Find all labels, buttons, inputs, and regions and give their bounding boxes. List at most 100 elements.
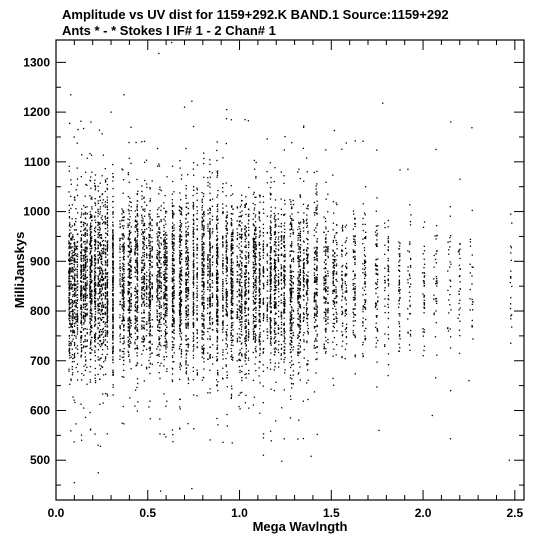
data-point: [216, 149, 218, 152]
data-point: [101, 273, 104, 275]
data-point: [148, 240, 150, 242]
data-point: [142, 293, 144, 296]
data-point: [173, 278, 175, 281]
data-point: [149, 347, 151, 349]
data-point: [83, 270, 85, 272]
data-point: [165, 277, 167, 279]
data-point: [187, 252, 189, 254]
data-point: [201, 352, 203, 354]
data-point: [180, 290, 182, 292]
data-point: [185, 268, 187, 270]
data-point: [142, 224, 144, 227]
data-point: [75, 366, 77, 369]
data-point: [143, 197, 145, 199]
data-point: [68, 294, 71, 296]
data-point: [141, 320, 143, 322]
data-point: [164, 311, 167, 314]
data-point: [73, 283, 75, 285]
data-point: [179, 167, 181, 169]
data-point: [187, 267, 189, 270]
data-point: [225, 309, 227, 311]
data-point: [112, 251, 114, 253]
data-point: [203, 228, 205, 230]
data-point: [106, 395, 109, 397]
data-point: [166, 368, 168, 370]
data-point: [151, 180, 153, 182]
data-point: [192, 276, 195, 279]
data-point: [203, 293, 205, 295]
data-point: [123, 270, 125, 272]
data-point: [129, 304, 131, 306]
data-point: [173, 305, 175, 308]
data-point: [123, 249, 125, 252]
data-point: [151, 287, 153, 290]
data-point: [106, 232, 108, 235]
data-point: [104, 282, 107, 284]
data-point: [173, 268, 175, 270]
data-point: [173, 283, 175, 285]
data-point: [134, 290, 136, 292]
data-point: [163, 202, 165, 204]
data-point: [97, 223, 99, 225]
data-point: [112, 224, 114, 226]
data-point: [149, 314, 151, 316]
data-point: [173, 269, 175, 272]
data-point: [112, 359, 114, 361]
data-point: [89, 276, 91, 278]
data-point: [203, 361, 205, 363]
data-point: [130, 206, 132, 208]
data-point: [91, 236, 93, 238]
data-point: [76, 299, 79, 301]
data-point: [86, 242, 88, 244]
data-point: [208, 238, 211, 240]
data-point: [94, 263, 96, 265]
data-point: [82, 254, 85, 257]
data-point: [76, 184, 79, 186]
data-point: [185, 305, 187, 307]
data-point: [112, 290, 114, 292]
data-point: [164, 287, 167, 289]
data-point: [71, 288, 73, 290]
data-point: [149, 218, 151, 220]
data-point: [196, 346, 198, 348]
data-point: [165, 332, 167, 334]
data-point: [136, 296, 138, 298]
data-point: [83, 287, 85, 289]
data-point: [201, 253, 203, 256]
data-point: [166, 247, 168, 249]
data-point: [80, 321, 83, 324]
data-point: [122, 405, 124, 408]
data-point: [99, 243, 102, 246]
data-point: [106, 199, 109, 201]
data-point: [89, 267, 92, 270]
data-point: [226, 261, 228, 263]
data-point: [185, 231, 187, 233]
data-point: [160, 209, 162, 212]
data-point: [185, 339, 187, 342]
data-point: [130, 292, 132, 295]
data-point: [70, 323, 72, 325]
data-point: [187, 318, 189, 320]
data-point: [136, 319, 138, 321]
data-point: [179, 278, 181, 280]
data-point: [158, 323, 160, 325]
data-point: [72, 234, 74, 236]
data-point: [84, 206, 87, 208]
data-point: [94, 221, 97, 224]
data-point: [71, 246, 73, 248]
data-point: [68, 241, 71, 244]
data-point: [91, 302, 93, 304]
data-point: [84, 254, 86, 256]
data-point: [68, 314, 70, 316]
data-point: [179, 235, 181, 237]
data-point: [129, 321, 131, 323]
data-point: [74, 258, 76, 260]
data-point: [101, 248, 103, 250]
data-point: [196, 237, 198, 240]
data-point: [201, 274, 203, 276]
data-point: [90, 343, 92, 345]
data-point: [216, 348, 218, 350]
data-point: [134, 226, 136, 228]
data-point: [215, 313, 218, 315]
data-point: [171, 367, 173, 369]
